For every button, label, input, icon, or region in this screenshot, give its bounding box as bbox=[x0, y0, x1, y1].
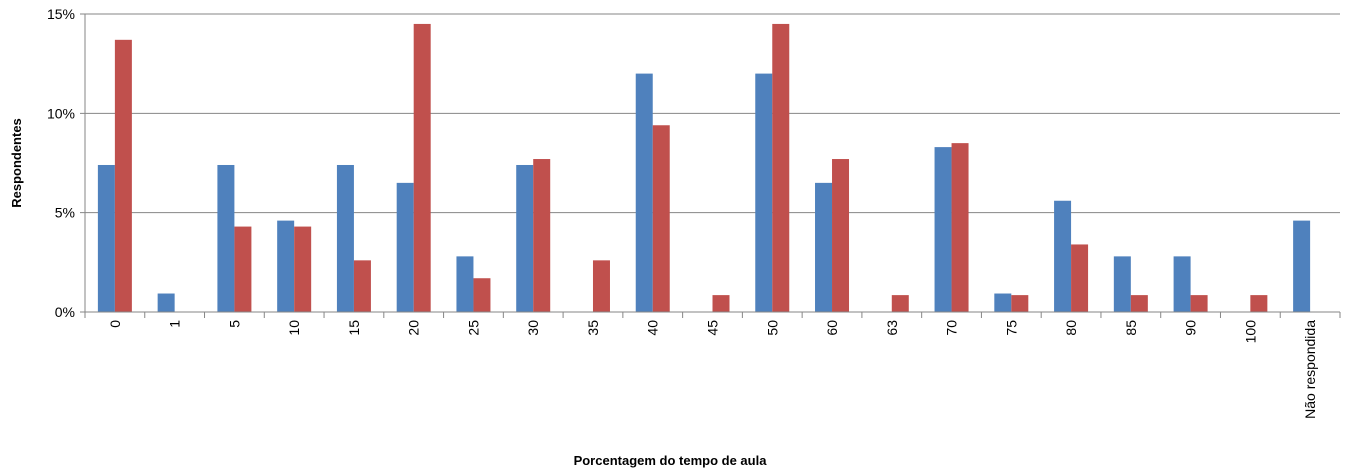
bar bbox=[533, 159, 551, 312]
bar bbox=[1130, 295, 1148, 312]
bar bbox=[994, 293, 1012, 312]
bar bbox=[1250, 295, 1268, 312]
x-tick-label: 40 bbox=[645, 320, 661, 336]
x-tick-label: 20 bbox=[406, 320, 422, 336]
bar bbox=[157, 293, 175, 312]
bar bbox=[413, 23, 431, 313]
bar bbox=[652, 125, 670, 313]
bar bbox=[635, 73, 653, 312]
bar bbox=[396, 182, 414, 312]
bar bbox=[772, 23, 790, 313]
bar bbox=[832, 159, 850, 312]
x-tick-label: 63 bbox=[884, 320, 900, 336]
x-tick-label: 75 bbox=[1003, 320, 1019, 336]
bar bbox=[1173, 256, 1191, 312]
bar bbox=[473, 278, 491, 312]
x-tick-label: 10 bbox=[286, 320, 302, 336]
y-axis-title: Respondentes bbox=[9, 118, 24, 208]
bar bbox=[456, 256, 474, 312]
bar bbox=[114, 39, 132, 313]
x-tick-label: 100 bbox=[1242, 320, 1258, 344]
x-tick-label: 35 bbox=[585, 320, 601, 336]
bar bbox=[1190, 295, 1208, 312]
bar bbox=[353, 260, 371, 312]
x-axis-title: Porcentagem do tempo de aula bbox=[574, 453, 768, 468]
bar bbox=[217, 164, 235, 312]
bar bbox=[516, 164, 534, 312]
bar bbox=[336, 164, 354, 312]
y-tick-label: 15% bbox=[47, 6, 75, 22]
bar bbox=[1071, 244, 1089, 312]
x-tick-label: 25 bbox=[465, 320, 481, 336]
bar bbox=[1113, 256, 1131, 312]
x-tick-label: 0 bbox=[107, 320, 123, 328]
bar bbox=[97, 164, 115, 312]
x-tick-label: 45 bbox=[705, 320, 721, 336]
bar bbox=[1054, 200, 1072, 312]
bar bbox=[592, 260, 610, 312]
y-tick-label: 5% bbox=[55, 205, 75, 221]
bar bbox=[755, 73, 773, 312]
bar bbox=[277, 220, 295, 312]
x-tick-label: 30 bbox=[525, 320, 541, 336]
bar bbox=[891, 295, 909, 312]
x-tick-label: 80 bbox=[1063, 320, 1079, 336]
x-tick-label: 85 bbox=[1123, 320, 1139, 336]
bar bbox=[1011, 295, 1029, 312]
x-tick-label: 60 bbox=[824, 320, 840, 336]
y-tick-label: 0% bbox=[55, 304, 75, 320]
x-tick-label: 50 bbox=[764, 320, 780, 336]
bar bbox=[294, 226, 312, 312]
bar bbox=[934, 147, 952, 312]
y-tick-label: 10% bbox=[47, 105, 75, 121]
bar bbox=[712, 295, 730, 312]
bar bbox=[951, 143, 969, 312]
x-tick-label: 90 bbox=[1183, 320, 1199, 336]
x-tick-label: Não respondida bbox=[1302, 320, 1318, 419]
bar bbox=[1293, 220, 1311, 312]
x-tick-label: 70 bbox=[944, 320, 960, 336]
x-tick-label: 15 bbox=[346, 320, 362, 336]
x-tick-label: 5 bbox=[226, 320, 242, 328]
bar bbox=[815, 182, 833, 312]
bar bbox=[234, 226, 252, 312]
x-tick-label: 1 bbox=[167, 320, 183, 328]
